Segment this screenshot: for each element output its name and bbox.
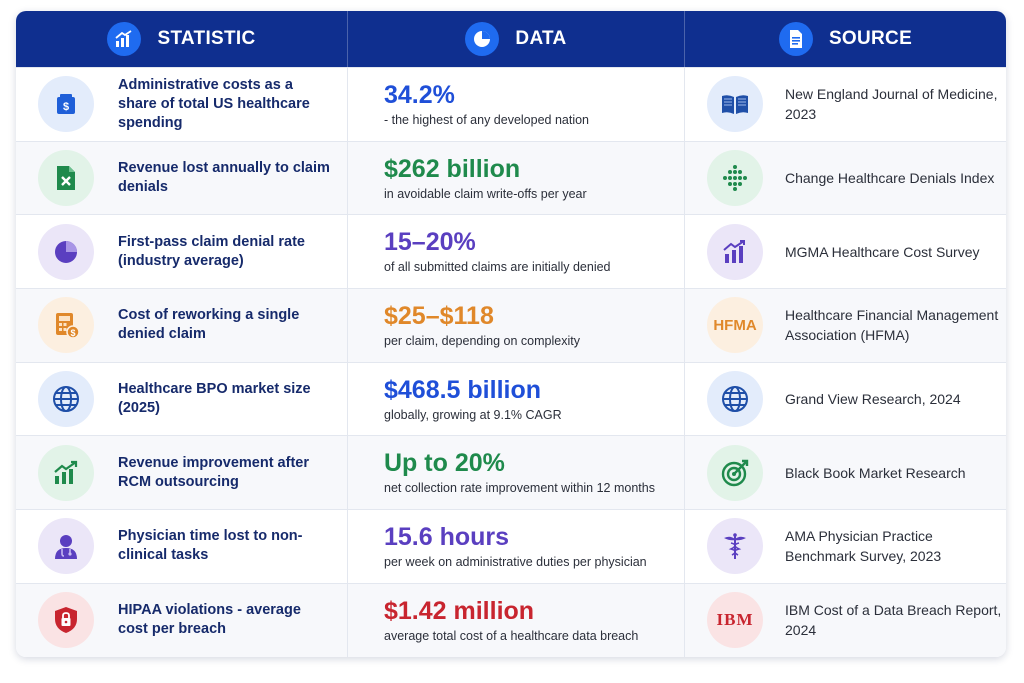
data-value: Up to 20%	[384, 449, 505, 478]
data-value: 15.6 hours	[384, 522, 510, 551]
data-detail: in avoidable claim write-offs per year	[384, 186, 587, 201]
globe-icon	[38, 371, 94, 428]
table-row: $ Administrative costs as a share of tot…	[16, 67, 1006, 141]
header-data-label: DATA	[515, 28, 567, 49]
data-detail: globally, growing at 9.1% CAGR	[384, 407, 562, 422]
statistic-label: HIPAA violations - average cost per brea…	[118, 602, 301, 638]
calculator-icon: $	[38, 297, 94, 354]
header-statistic: STATISTIC	[16, 11, 348, 67]
table-row: First-pass claim denial rate (industry a…	[16, 214, 1006, 289]
ibm-logo-text: IBM	[716, 610, 754, 630]
data-value: $262 billion	[384, 154, 521, 183]
statistic-label: Revenue improvement after RCM outsourcin…	[118, 454, 309, 490]
table-header: STATISTIC DATA SOURCE	[16, 11, 1006, 67]
header-statistic-label: STATISTIC	[157, 28, 256, 49]
shield-lock-icon	[38, 592, 94, 649]
source-label: New England Journal of Medicine, 2023	[785, 86, 998, 123]
growth-chart-icon	[38, 444, 94, 501]
doctor-icon	[38, 518, 94, 575]
header-source-label: SOURCE	[828, 28, 913, 49]
table-row: Physician time lost to non-clinical task…	[16, 509, 1006, 583]
source-label: AMA Physician Practice Benchmark Survey,…	[785, 528, 942, 565]
data-detail: per claim, depending on complexity	[384, 333, 580, 348]
hfma-logo-text: HFMA	[713, 316, 757, 334]
source-label: Grand View Research, 2024	[785, 391, 961, 408]
data-value: 15–20%	[384, 228, 476, 257]
spreadsheet-x-icon	[38, 150, 94, 207]
data-detail: of all submitted claims are initially de…	[384, 260, 611, 275]
svg-text:$: $	[70, 328, 75, 338]
table-row: Revenue improvement after RCM outsourcin…	[16, 435, 1006, 510]
header-data: DATA	[348, 11, 685, 67]
svg-text:$: $	[63, 101, 69, 113]
ibm-logo: IBM	[707, 592, 763, 649]
header-source: SOURCE	[685, 11, 1006, 67]
statistic-label: Administrative costs as a share of total…	[118, 76, 310, 131]
source-label: IBM Cost of a Data Breach Report, 2024	[785, 602, 1002, 639]
statistic-label: First-pass claim denial rate (industry a…	[118, 233, 305, 269]
statistics-table: STATISTIC DATA SOURCE $ Administrative c…	[16, 11, 1006, 657]
statistic-label: Revenue lost annually to claim denials	[118, 160, 330, 196]
source-label: MGMA Healthcare Cost Survey	[785, 243, 980, 260]
data-detail: - the highest of any developed nation	[384, 112, 590, 127]
data-detail: per week on administrative duties per ph…	[384, 554, 647, 569]
wallet-icon: $	[38, 76, 94, 133]
statistic-label: Physician time lost to non-clinical task…	[118, 528, 303, 564]
table-row: HIPAA violations - average cost per brea…	[16, 582, 1006, 657]
hfma-logo: HFMA	[707, 297, 763, 354]
bar-chart-up-icon	[707, 223, 763, 280]
table-row: $ Cost of reworking a single denied clai…	[16, 288, 1006, 362]
data-value: $25–$118	[384, 301, 494, 330]
source-label: Black Book Market Research	[785, 464, 966, 481]
statistic-label: Healthcare BPO market size (2025)	[118, 381, 311, 417]
data-value: $1.42 million	[384, 596, 535, 625]
source-label: Change Healthcare Denials Index	[785, 170, 995, 187]
table-body: $ Administrative costs as a share of tot…	[16, 67, 1006, 657]
data-value: $468.5 billion	[384, 375, 542, 404]
dot-grid-logo-icon	[707, 150, 763, 207]
table-row: Revenue lost annually to claim denials $…	[16, 140, 1006, 215]
data-detail: net collection rate improvement within 1…	[384, 481, 655, 496]
statistic-label: Cost of reworking a single denied claim	[118, 307, 300, 343]
document-icon	[778, 22, 813, 56]
chart-icon	[107, 22, 142, 56]
open-book-icon	[707, 76, 763, 133]
data-detail: average total cost of a healthcare data …	[384, 628, 639, 643]
data-value: 34.2%	[384, 80, 455, 109]
source-label: Healthcare Financial Management Associat…	[785, 307, 999, 344]
caduceus-icon	[707, 518, 763, 575]
table-row: Healthcare BPO market size (2025) $468.5…	[16, 361, 1006, 436]
target-icon	[707, 444, 763, 501]
pie-chart-icon	[38, 223, 94, 280]
globe-icon	[707, 371, 763, 428]
pie-chart-icon	[465, 22, 500, 56]
